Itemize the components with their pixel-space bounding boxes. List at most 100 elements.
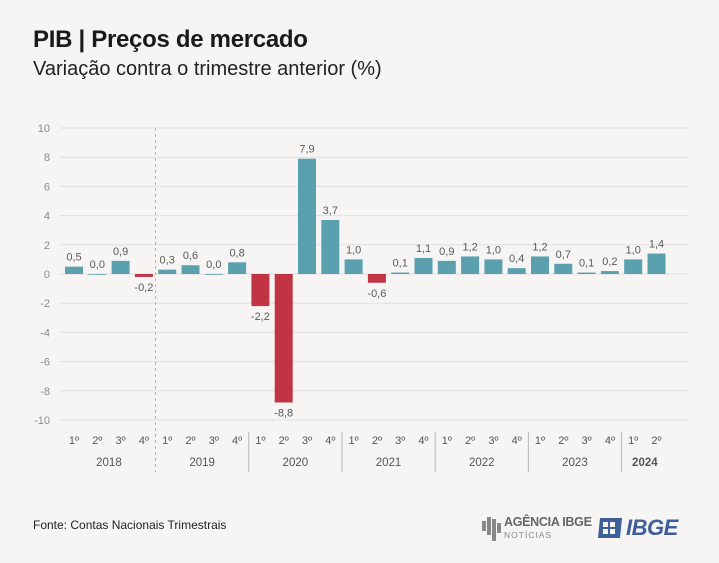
y-tick-label: 10 — [38, 123, 50, 135]
x-tick-label: 2º — [372, 435, 382, 447]
bar-value-label: 0,3 — [160, 255, 175, 267]
agencia-ibge-logo[interactable]: AGÊNCIA IBGE NOTÍCIAS — [482, 513, 592, 545]
chart-title: PIB | Preços de mercado — [33, 26, 308, 53]
bar — [391, 272, 410, 274]
bar-value-label: -0,2 — [134, 282, 153, 294]
bar-value-label: 0,9 — [113, 246, 128, 258]
year-label: 2023 — [562, 457, 588, 469]
y-tick-label: 8 — [44, 152, 50, 164]
x-tick-label: 3º — [395, 435, 405, 447]
y-tick-label: -10 — [34, 415, 50, 427]
bar-value-label: 1,4 — [649, 239, 664, 251]
x-tick-label: 2º — [558, 435, 568, 447]
bar — [204, 274, 223, 275]
x-tick-label: 3º — [488, 435, 498, 447]
x-tick-label: 1º — [255, 435, 265, 447]
agencia-logo-name: AGÊNCIA IBGE — [504, 515, 592, 529]
bar — [298, 158, 316, 274]
x-tick-label: 4º — [325, 435, 335, 447]
bar-value-label: 0,1 — [393, 258, 408, 270]
agencia-logo-icon — [482, 517, 501, 541]
bar-value-label: -8,8 — [274, 407, 293, 419]
x-tick-label: 1º — [69, 435, 79, 447]
bar — [367, 274, 386, 283]
y-tick-label: 6 — [44, 181, 50, 193]
y-tick-label: 2 — [44, 240, 50, 252]
y-tick-label: 0 — [44, 269, 50, 281]
bar-value-label: 0,4 — [509, 253, 524, 265]
x-tick-label: 1º — [162, 435, 172, 447]
bar — [65, 266, 83, 274]
bar — [88, 274, 107, 275]
y-tick-label: -2 — [40, 298, 50, 310]
bar-value-label: 0,5 — [66, 252, 81, 264]
bar-value-label: 1,2 — [462, 241, 477, 253]
x-tick-label: 3º — [116, 435, 126, 447]
bar — [414, 257, 433, 274]
bar — [600, 271, 619, 274]
bar — [461, 256, 480, 274]
y-tick-label: 4 — [44, 211, 50, 223]
bar-value-label: 1,0 — [346, 244, 361, 256]
bar — [158, 269, 177, 274]
ibge-logo-text: IBGE — [626, 515, 678, 540]
agencia-logo-sub: NOTÍCIAS — [504, 530, 553, 540]
x-tick-label: 2º — [651, 435, 661, 447]
bar — [134, 274, 153, 277]
chart-subtitle: Variação contra o trimestre anterior (%) — [33, 58, 382, 80]
x-tick-label: 4º — [232, 435, 242, 447]
y-tick-label: -8 — [40, 386, 50, 398]
ibge-logo[interactable]: IBGE — [596, 515, 688, 541]
x-tick-label: 4º — [605, 435, 615, 447]
bar — [321, 219, 340, 274]
year-label: 2019 — [189, 457, 215, 469]
bar-value-label: 0,0 — [206, 259, 221, 271]
bar — [274, 274, 293, 403]
x-tick-label: 4º — [139, 435, 149, 447]
bar-value-label: 0,1 — [579, 258, 594, 270]
year-label: 2024 — [632, 457, 658, 469]
bar — [531, 256, 549, 274]
x-tick-label: 1º — [442, 435, 452, 447]
bar-value-label: 0,8 — [229, 247, 244, 259]
x-tick-label: 2º — [465, 435, 475, 447]
bar — [344, 259, 363, 274]
x-tick-label: 1º — [349, 435, 359, 447]
x-tick-label: 2º — [185, 435, 195, 447]
y-tick-label: -6 — [40, 357, 50, 369]
x-tick-label: 3º — [582, 435, 592, 447]
x-tick-label: 3º — [302, 435, 312, 447]
bar-value-label: 0,0 — [90, 259, 105, 271]
bar-value-label: 0,2 — [602, 256, 617, 268]
x-tick-label: 2º — [279, 435, 289, 447]
source-note: Fonte: Contas Nacionais Trimestrais — [33, 518, 227, 532]
x-tick-label: 2º — [92, 435, 102, 447]
bar — [507, 268, 526, 274]
bar — [484, 259, 503, 274]
bar — [624, 259, 643, 274]
bar-value-label: 0,7 — [556, 249, 571, 261]
bar-value-label: 0,6 — [183, 250, 198, 262]
x-tick-label: 4º — [512, 435, 522, 447]
bar-chart: 10 8 6 4 2 0 -2 -4 -6 -8 -10 0,5 0,0 0,9 -0,2 0,3 0,6 0,0… — [34, 123, 688, 472]
bar — [111, 260, 130, 274]
bar — [554, 263, 573, 274]
x-tick-label: 3º — [209, 435, 219, 447]
bar — [181, 265, 200, 274]
year-label: 2021 — [376, 457, 402, 469]
y-tick-label: -4 — [40, 327, 50, 339]
bar-value-label: 1,2 — [532, 241, 547, 253]
bar — [228, 262, 247, 274]
bar — [437, 260, 456, 274]
year-label: 2020 — [283, 457, 309, 469]
bar — [251, 274, 270, 307]
bar-value-label: 7,9 — [299, 144, 314, 156]
bar-value-label: 3,7 — [323, 205, 338, 217]
x-tick-label: 1º — [535, 435, 545, 447]
bar-value-label: 0,9 — [439, 246, 454, 258]
bar-value-label: 1,1 — [416, 243, 431, 255]
ibge-logo-icon — [598, 518, 622, 538]
bar — [647, 253, 666, 274]
bar-value-label: -0,6 — [367, 288, 386, 300]
bar-value-label: -2,2 — [251, 311, 270, 323]
